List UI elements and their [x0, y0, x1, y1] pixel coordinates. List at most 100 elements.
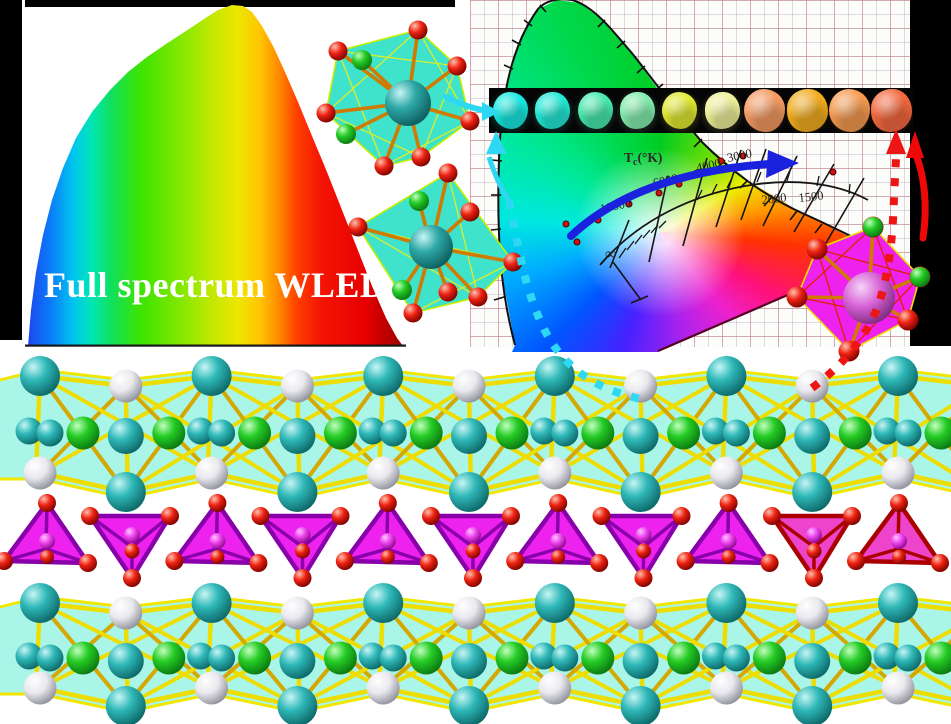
- atom-teal: [15, 642, 43, 670]
- atom-red: [763, 507, 781, 525]
- atom-red: [843, 507, 861, 525]
- powder-sample-3: [573, 88, 617, 133]
- cct-label-1500: 1500: [798, 188, 824, 205]
- powder-pile: [577, 92, 613, 129]
- powder-sample-5: [658, 88, 702, 133]
- figure-title: Full spectrum WLED: [44, 265, 387, 305]
- cie-data-point: [717, 157, 725, 165]
- tetrahedron-up: [0, 494, 97, 572]
- wavelength-tick: [503, 64, 514, 70]
- atom-teal: [894, 419, 922, 447]
- atom-red: [40, 550, 54, 564]
- atom-red: [592, 507, 611, 525]
- atom-teal: [706, 583, 747, 623]
- atom-red: [378, 494, 397, 512]
- atom-green: [924, 416, 951, 450]
- atom-magenta: [124, 527, 140, 543]
- atom-white: [881, 456, 915, 490]
- atom-white: [23, 456, 57, 490]
- atom-teal: [878, 583, 918, 623]
- atom-red: [380, 550, 395, 564]
- atom-green: [838, 416, 872, 450]
- atom-teal: [451, 643, 487, 679]
- atom-green: [238, 641, 272, 675]
- tetrahedron-up: [165, 494, 268, 572]
- cct-isotherm: [648, 175, 669, 263]
- atom-red: [124, 543, 140, 559]
- atom-teal: [873, 417, 901, 445]
- atom-teal: [107, 418, 144, 454]
- locus-tick: [726, 177, 733, 189]
- atom-teal: [36, 644, 64, 672]
- atom-teal: [530, 417, 558, 445]
- powder-pile: [871, 89, 913, 132]
- atom-white: [452, 369, 486, 403]
- cct-blue-arrowhead-icon: [766, 150, 799, 178]
- atom-magenta: [720, 533, 737, 549]
- wavelength-tick: [814, 223, 823, 234]
- tetrahedron-down: [251, 507, 350, 587]
- atom-white: [280, 596, 314, 630]
- spectrum-baseline: [25, 344, 406, 347]
- atom-green: [581, 416, 615, 450]
- atom-red: [502, 507, 520, 525]
- cct-label-2000: 2000: [761, 190, 787, 207]
- atom-red: [721, 550, 736, 564]
- atom-teal: [363, 583, 404, 623]
- atom-red: [636, 543, 651, 559]
- cie-data-point: [655, 189, 663, 197]
- atom-teal: [15, 417, 43, 445]
- atom-green: [924, 641, 951, 675]
- atom-white: [709, 671, 743, 705]
- atom-red: [890, 494, 908, 512]
- atom-teal: [701, 417, 729, 445]
- atom-green: [581, 641, 615, 675]
- tetrahedron-down: [592, 507, 691, 587]
- atom-teal: [208, 644, 236, 672]
- atom-red: [79, 554, 97, 572]
- atom-teal: [379, 419, 407, 447]
- top-black-bar: [25, 0, 455, 7]
- wavelength-tick: [789, 210, 798, 221]
- atom-red: [672, 507, 691, 525]
- locus-tick: [658, 220, 667, 229]
- atom-green: [66, 641, 100, 675]
- atom-red: [210, 550, 225, 564]
- atom-red: [590, 554, 609, 572]
- cie-data-point: [562, 220, 570, 228]
- atom-magenta: [806, 527, 822, 543]
- atom-teal: [551, 419, 579, 447]
- atom-green: [667, 416, 701, 450]
- atom-teal: [105, 686, 146, 724]
- powder-sample-1: [489, 88, 532, 133]
- atom-green: [238, 416, 272, 450]
- atom-red: [123, 569, 141, 587]
- locus-tick: [626, 240, 635, 251]
- atom-teal: [277, 472, 318, 512]
- wavelength-tick: [864, 246, 873, 258]
- atom-teal: [451, 418, 487, 454]
- powder-pile: [619, 92, 655, 129]
- infinity-label: ∞: [605, 246, 616, 263]
- cie-data-point: [573, 238, 581, 246]
- atom-teal: [534, 583, 575, 623]
- atom-teal: [208, 419, 236, 447]
- atom-magenta: [635, 527, 652, 543]
- atom-red: [805, 569, 823, 587]
- atom-teal: [722, 419, 750, 447]
- atom-teal: [279, 643, 316, 679]
- atom-teal: [191, 356, 232, 396]
- powder-pile: [786, 89, 828, 132]
- wavelength-tick: [491, 159, 503, 162]
- wavelength-tick: [493, 296, 505, 301]
- atom-teal: [107, 643, 144, 679]
- locus-tick: [642, 229, 651, 239]
- atom-red: [295, 543, 310, 559]
- atom-magenta: [891, 533, 907, 549]
- powder-pile: [828, 89, 870, 132]
- atom-teal: [363, 356, 404, 396]
- cie-ticks-and-points: [490, 4, 873, 304]
- atom-green: [323, 416, 357, 450]
- atom-white: [195, 456, 229, 490]
- atom-white: [109, 596, 143, 630]
